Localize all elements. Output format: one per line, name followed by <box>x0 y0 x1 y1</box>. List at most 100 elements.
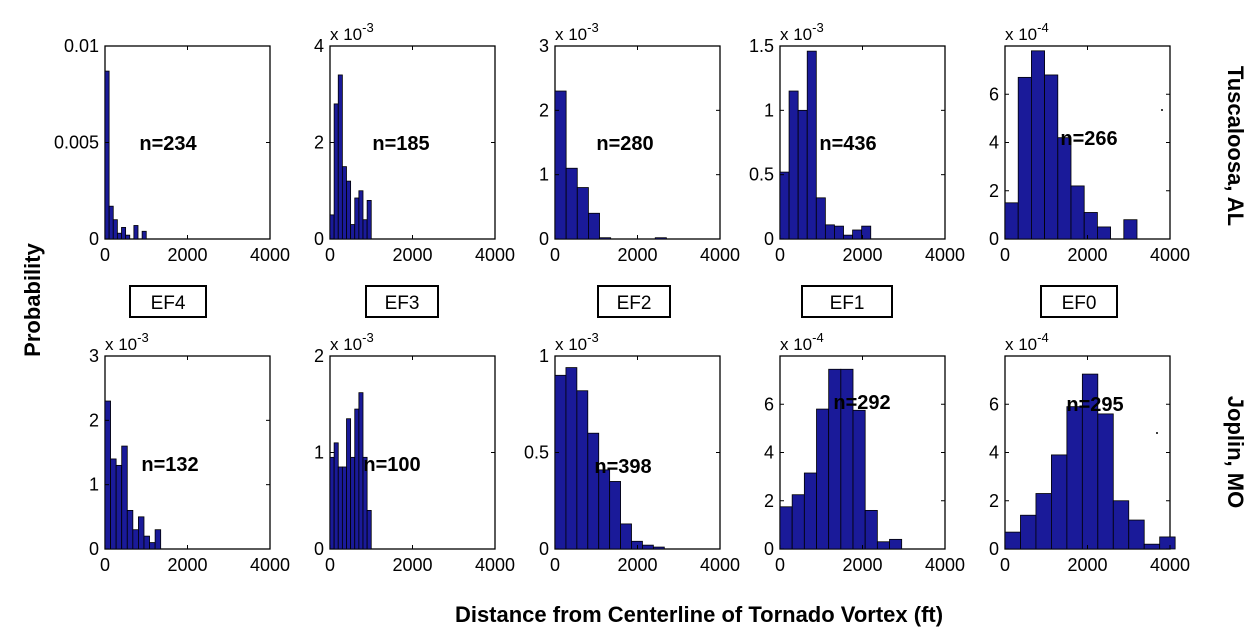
x-tick-label: 2000 <box>842 555 882 575</box>
y-tick-label: 0.5 <box>524 443 549 463</box>
x-tick-label: 4000 <box>475 555 515 575</box>
bar <box>554 90 567 240</box>
x-tick-label: 0 <box>100 245 110 265</box>
scale-base: x 10 <box>1005 25 1037 44</box>
y-tick-label: 0 <box>989 229 999 249</box>
x-tick-label: 0 <box>775 245 785 265</box>
bar <box>806 50 817 240</box>
bar <box>1020 514 1037 550</box>
bar <box>1051 454 1068 550</box>
x-tick-label: 4000 <box>925 245 965 265</box>
scale-base: x 10 <box>1005 335 1037 354</box>
ef-label-text-3: EF1 <box>830 293 865 314</box>
bar <box>864 509 878 550</box>
y-tick-label: 2 <box>989 181 999 201</box>
bar <box>1004 202 1019 240</box>
scale-factor: x 10-3 <box>330 20 374 44</box>
y-tick-label: 6 <box>989 84 999 104</box>
bar <box>366 199 372 240</box>
bar <box>121 227 127 240</box>
bar <box>116 232 122 240</box>
bar <box>1143 543 1161 550</box>
x-tick-label: 4000 <box>250 555 290 575</box>
bar <box>620 523 632 550</box>
sample-size-label: n=185 <box>372 133 429 155</box>
bar <box>852 409 866 550</box>
x-tick-label: 4000 <box>700 245 740 265</box>
bar <box>554 374 567 550</box>
scale-factor: x 10-3 <box>555 330 599 354</box>
y-tick-label: 4 <box>764 443 774 463</box>
scale-exponent: -3 <box>362 330 374 345</box>
x-tick-label: 2000 <box>167 245 207 265</box>
bar <box>598 469 611 550</box>
y-tick-label: 1.5 <box>749 36 774 56</box>
ef-label-boxes: EF4 EF3 EF2 EF1 EF0 <box>129 285 1118 318</box>
bar <box>333 442 339 550</box>
bar <box>576 187 589 240</box>
scale-exponent: -4 <box>1037 20 1049 35</box>
bar <box>1097 413 1114 550</box>
subplot-r0-c0: 0 0.005 0.01 0 2000 4000 n=234 <box>54 36 290 265</box>
y-tick-label: 3 <box>539 36 549 56</box>
bar <box>1159 536 1176 550</box>
y-tick-label: 4 <box>314 36 324 56</box>
x-tick-label: 4000 <box>1150 555 1190 575</box>
scale-exponent: -3 <box>587 330 599 345</box>
bar <box>1128 519 1145 550</box>
x-tick-label: 0 <box>1000 555 1010 575</box>
bar <box>803 472 817 550</box>
sample-size-label: n=292 <box>833 392 890 414</box>
bar <box>642 544 654 550</box>
x-tick-label: 0 <box>325 245 335 265</box>
bar <box>138 516 145 550</box>
x-tick-label: 4000 <box>475 245 515 265</box>
subplot-r1-c0: 0 1 2 3 0 2000 4000 x 10-3 n=132 <box>89 330 290 575</box>
bar <box>132 529 139 550</box>
y-tick-label: 2 <box>314 133 324 153</box>
bar <box>1066 406 1083 550</box>
scale-base: x 10 <box>330 25 362 44</box>
bar <box>843 234 854 240</box>
y-tick-label: 0 <box>89 229 99 249</box>
y-tick-label: 6 <box>764 394 774 414</box>
bar <box>1070 185 1085 240</box>
x-tick-label: 2000 <box>392 245 432 265</box>
subplot-r0-c3: 0 0.5 1 1.5 0 2000 4000 x 10-3 n=436 <box>749 20 965 265</box>
bar <box>1044 74 1059 240</box>
y-tick-label: 3 <box>89 346 99 366</box>
bar <box>834 225 844 240</box>
scale-base: x 10 <box>330 335 362 354</box>
x-tick-label: 4000 <box>250 245 290 265</box>
scale-exponent: -4 <box>1037 330 1049 345</box>
y-tick-label: 2 <box>314 346 324 366</box>
sample-size-label: n=280 <box>596 133 653 155</box>
sample-size-label: n=234 <box>139 133 197 155</box>
bar <box>329 214 335 240</box>
y-tick-label: 1 <box>89 475 99 495</box>
bar <box>354 408 360 550</box>
bar <box>126 509 134 550</box>
bar <box>588 212 600 240</box>
sample-size-label: n=266 <box>1060 128 1117 150</box>
ef-label-text-1: EF3 <box>385 293 420 314</box>
bar <box>104 400 111 550</box>
bar <box>652 546 665 550</box>
bar <box>354 197 360 240</box>
bar <box>141 230 147 240</box>
subplot-r0-c4: 0 2 4 6 0 2000 4000 x 10-4 n=266 <box>989 20 1190 265</box>
row-label-tuscaloosa: Tuscaloosa, AL <box>1223 66 1248 226</box>
sample-size-label: n=295 <box>1066 394 1123 416</box>
y-tick-label: 0 <box>89 539 99 559</box>
bar <box>362 219 368 240</box>
ef-label-text-4: EF0 <box>1062 293 1097 314</box>
bar <box>816 408 830 550</box>
x-tick-label: 2000 <box>617 555 657 575</box>
bar <box>797 109 808 240</box>
scale-factor: x 10-3 <box>780 20 824 44</box>
y-tick-label: 4 <box>989 443 999 463</box>
bar <box>861 225 872 240</box>
scale-factor: x 10-4 <box>1005 20 1049 44</box>
y-tick-label: 0.01 <box>64 36 99 56</box>
